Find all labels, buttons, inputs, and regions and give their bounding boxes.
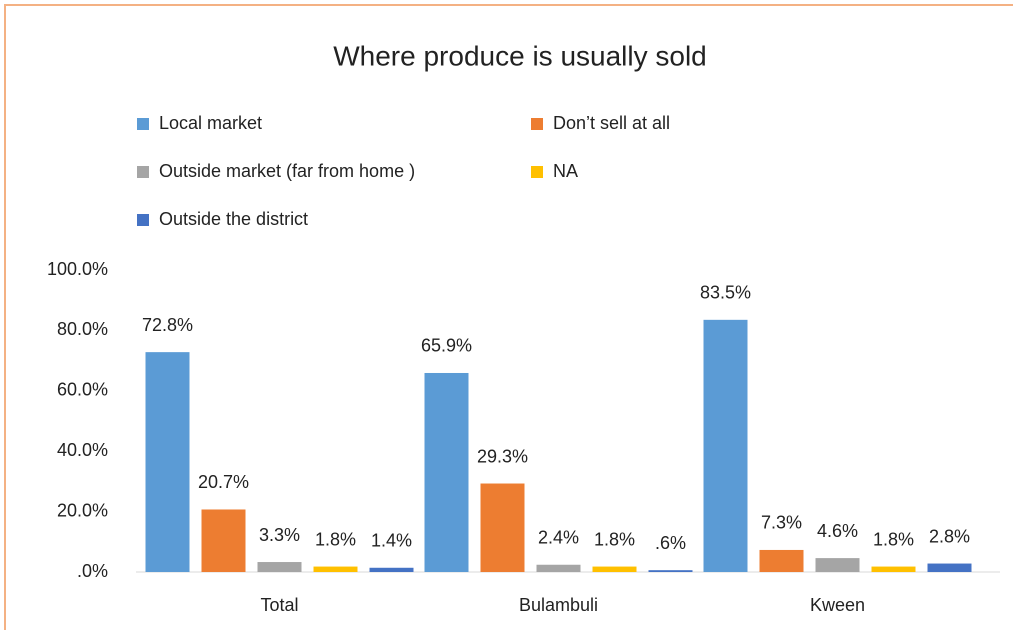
bar: [536, 564, 581, 572]
data-label: 1.4%: [371, 531, 412, 551]
y-tick-label: 40.0%: [57, 440, 108, 460]
legend-label: Local market: [159, 113, 262, 133]
chart-title: Where produce is usually sold: [333, 40, 707, 71]
y-tick-label: .0%: [77, 561, 108, 581]
legend-label: NA: [553, 161, 578, 181]
legend-label: Don’t sell at all: [553, 113, 670, 133]
bar: [648, 570, 693, 572]
bar: [145, 352, 190, 572]
legend-swatch: [137, 214, 149, 226]
data-label: 2.8%: [929, 526, 970, 546]
legend-swatch: [137, 118, 149, 130]
x-tick-label: Bulambuli: [519, 595, 598, 615]
bar: [424, 372, 469, 572]
legend-label: Outside the district: [159, 209, 308, 229]
legend-swatch: [531, 118, 543, 130]
x-tick-label: Total: [260, 595, 298, 615]
bar: [480, 483, 525, 572]
bar: [927, 563, 972, 572]
bar: [703, 319, 748, 572]
data-label: 29.3%: [477, 446, 528, 466]
bar: [815, 558, 860, 572]
bar: [759, 549, 804, 572]
bar: [201, 509, 246, 572]
data-label: .6%: [655, 533, 686, 553]
data-label: 1.8%: [873, 529, 914, 549]
bar: [592, 566, 637, 572]
data-label: 7.3%: [761, 513, 802, 533]
x-tick-label: Kween: [810, 595, 865, 615]
legend-swatch: [137, 166, 149, 178]
data-label: 20.7%: [198, 472, 249, 492]
bar: [871, 566, 916, 572]
data-label: 1.8%: [594, 529, 635, 549]
bar: [369, 567, 414, 572]
legend-swatch: [531, 166, 543, 178]
data-label: 72.8%: [142, 315, 193, 335]
y-tick-label: 20.0%: [57, 500, 108, 520]
bar: [313, 566, 358, 572]
data-label: 3.3%: [259, 525, 300, 545]
data-label: 2.4%: [538, 528, 579, 548]
legend-label: Outside market (far from home ): [159, 161, 415, 181]
y-tick-label: 60.0%: [57, 380, 108, 400]
data-label: 83.5%: [700, 283, 751, 303]
y-tick-label: 80.0%: [57, 319, 108, 339]
data-label: 4.6%: [817, 521, 858, 541]
data-label: 1.8%: [315, 529, 356, 549]
bar: [257, 562, 302, 572]
data-label: 65.9%: [421, 336, 472, 356]
y-tick-label: 100.0%: [47, 259, 108, 279]
